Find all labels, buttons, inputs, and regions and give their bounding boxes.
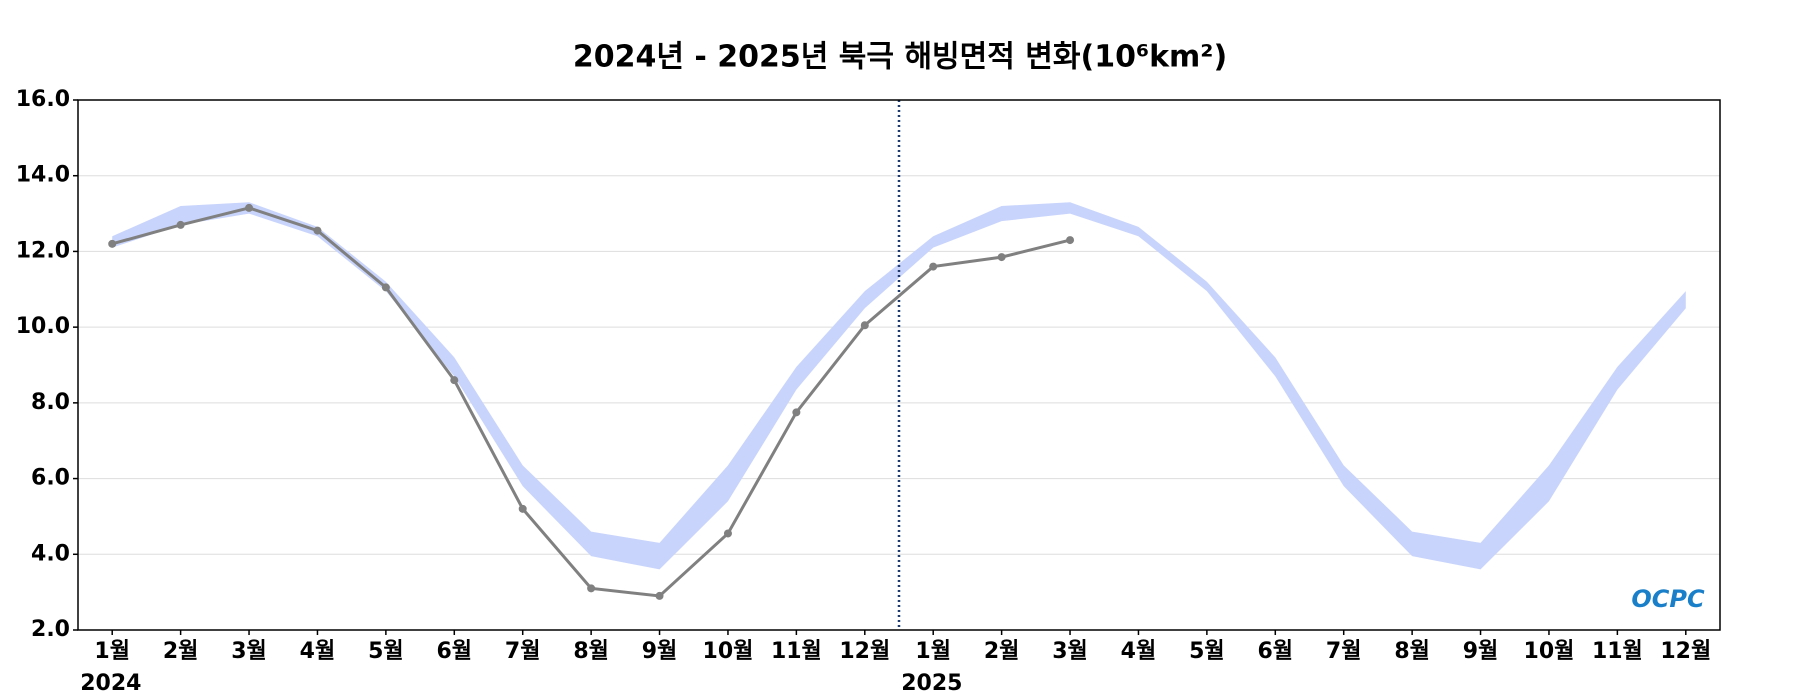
data-point	[655, 591, 664, 600]
x-tick-label: 7월	[1326, 639, 1362, 664]
data-point	[313, 226, 322, 235]
data-point	[1066, 236, 1075, 245]
x-tick-label: 1월	[915, 639, 951, 664]
x-tick-label: 11월	[1592, 639, 1643, 664]
x-tick-label: 9월	[1463, 639, 1499, 664]
x-tick-label: 7월	[505, 639, 541, 664]
y-tick-label: 12.0	[16, 238, 70, 263]
plot-frame	[77, 99, 1721, 631]
x-tick-label: 5월	[1189, 639, 1225, 664]
x-tick-label: 6월	[1258, 639, 1294, 664]
y-tick-label: 4.0	[31, 541, 70, 566]
x-tick-label: 2월	[163, 639, 199, 664]
x-tick-label: 3월	[1052, 639, 1088, 664]
x-tick-label: 4월	[300, 639, 336, 664]
data-point	[929, 262, 938, 271]
chart-title: 2024년 - 2025년 북극 해빙면적 변화(10⁶km²)	[573, 40, 1227, 75]
data-point	[860, 321, 869, 330]
y-tick-label: 2.0	[31, 617, 70, 642]
x-tick-label: 9월	[642, 639, 678, 664]
data-point	[245, 203, 254, 212]
x-tick-label: 8월	[1394, 639, 1430, 664]
x-tick-label: 6월	[437, 639, 473, 664]
data-point	[108, 239, 117, 248]
x-tick-label: 4월	[1121, 639, 1157, 664]
y-tick-label: 10.0	[16, 314, 70, 339]
x-tick-label: 2월	[984, 639, 1020, 664]
x-tick-label: 1월	[94, 639, 130, 664]
data-point	[176, 220, 185, 229]
y-tick-label: 8.0	[31, 390, 70, 415]
x-tick-label: 11월	[771, 639, 822, 664]
year-label: 2025	[901, 671, 962, 696]
data-point	[723, 529, 732, 538]
y-tick-label: 6.0	[31, 466, 70, 491]
data-point	[587, 584, 596, 593]
logo: OCPC	[1631, 585, 1705, 613]
x-tick-label: 5월	[368, 639, 404, 664]
data-point	[518, 504, 527, 513]
y-tick-label: 14.0	[16, 163, 70, 188]
data-point	[997, 253, 1006, 262]
y-tick-label: 16.0	[16, 87, 70, 112]
x-tick-label: 10월	[1524, 639, 1575, 664]
data-point	[381, 283, 390, 292]
x-tick-label: 12월	[1660, 639, 1711, 664]
year-label: 2024	[80, 671, 141, 696]
data-point	[792, 408, 801, 417]
x-tick-label: 8월	[573, 639, 609, 664]
x-tick-label: 12월	[839, 639, 890, 664]
x-tick-label: 3월	[231, 639, 267, 664]
data-point	[450, 376, 459, 385]
x-tick-label: 10월	[703, 639, 754, 664]
